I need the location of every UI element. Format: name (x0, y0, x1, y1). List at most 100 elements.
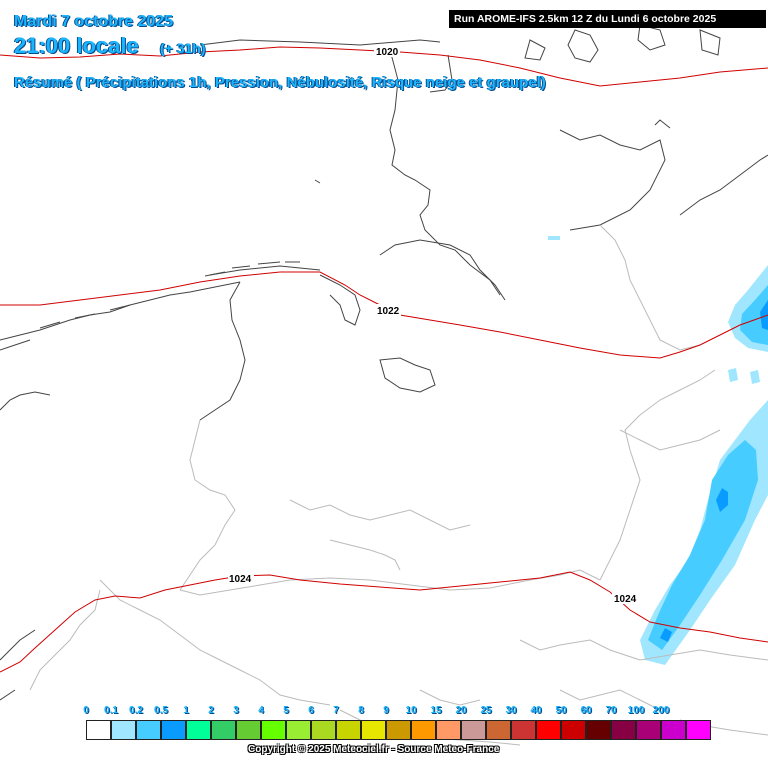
legend-label: 10 (405, 705, 417, 716)
legend-label: 3 (233, 705, 239, 716)
precip-area-spot (548, 236, 560, 240)
legend-label: 9 (383, 705, 389, 716)
precip-area-spot3 (750, 370, 760, 384)
legend-label: 30 (505, 705, 517, 716)
coast-island-1 (567, 29, 599, 63)
coast-west-low (0, 391, 51, 701)
legend-swatch (661, 720, 686, 740)
legend-label: 6 (308, 705, 314, 716)
isobar-labels: 1020 1022 1024 1024 (228, 45, 638, 605)
isobar-label-1020: 1020 (376, 47, 399, 58)
legend-swatches (86, 720, 711, 740)
legend-swatch (486, 720, 511, 740)
coast-west (0, 281, 241, 341)
legend-swatch (686, 720, 711, 740)
coast-jutland-east (389, 49, 501, 296)
precip-area-southeast-core2 (660, 628, 672, 642)
legend-swatch (586, 720, 611, 740)
legend-swatch (261, 720, 286, 740)
legend-label: 1 (183, 705, 189, 716)
legend-label: 7 (333, 705, 339, 716)
coast-elbe (319, 274, 361, 326)
isobar-1024-east (609, 591, 768, 643)
legend-swatch (186, 720, 211, 740)
border-interior-1 (289, 499, 471, 531)
legend-label: 40 (530, 705, 542, 716)
legend-label: 0 (83, 705, 89, 716)
legend-label: 15 (430, 705, 442, 716)
legend-swatch (511, 720, 536, 740)
legend-label: 8 (358, 705, 364, 716)
border-east (599, 369, 716, 581)
forecast-date: Mardi 7 octobre 2025 (14, 13, 174, 30)
legend-swatch (161, 720, 186, 740)
legend-label: 100 (627, 705, 645, 716)
legend-swatch (136, 720, 161, 740)
legend-label: 60 (580, 705, 592, 716)
isobar-label-1024-west: 1024 (229, 574, 252, 585)
precip-area-east-mid (740, 285, 768, 345)
border-swiss (99, 579, 331, 706)
border-poland (599, 224, 701, 351)
legend-swatch (211, 720, 236, 740)
isobar-1024 (0, 571, 611, 673)
legend-label: 25 (480, 705, 492, 716)
legend-swatch (286, 720, 311, 740)
run-info-banner: Run AROME-IFS 2.5km 12 Z du Lundi 6 octo… (449, 10, 766, 28)
legend-swatch (111, 720, 136, 740)
legend-swatch (411, 720, 436, 740)
legend-swatch (561, 720, 586, 740)
copyright-notice: Copyright © 2025 Meteociel.fr - Source M… (248, 744, 500, 755)
coast-northeast (679, 154, 768, 216)
legend-label: 5 (283, 705, 289, 716)
legend-swatch (336, 720, 361, 740)
precipitation-layer (548, 236, 768, 665)
precip-area-southeast-core (716, 488, 728, 512)
legend-swatch (636, 720, 661, 740)
legend-label: 70 (605, 705, 617, 716)
coast-ems (199, 281, 246, 421)
legend-swatch (236, 720, 261, 740)
legend-label: 200 (652, 705, 670, 716)
legend-label: 0.2 (129, 705, 143, 716)
coast-lake (379, 357, 436, 393)
forecast-time: 21:00 locale (14, 33, 139, 58)
precip-area-east-core (760, 300, 768, 330)
border-germany-south (179, 569, 601, 596)
coastlines (0, 24, 768, 701)
legend-label: 0.5 (154, 705, 168, 716)
legend-label: 50 (555, 705, 567, 716)
borders (29, 224, 768, 746)
border-austria (519, 639, 768, 661)
precip-area-southeast-mid (648, 440, 758, 650)
map-summary-title: Résumé ( Précipitations 1h, Pression, Né… (14, 74, 546, 91)
border-czech (619, 429, 721, 451)
legend-label: 20 (455, 705, 467, 716)
coast-baltic (379, 239, 506, 301)
legend-labels: 0 0.1 0.2 0.5 1 2 3 4 5 6 7 8 9 10 15 20 25 30 40 50 60 70 100… (83, 705, 726, 719)
border-belgium (29, 589, 101, 691)
border-germany-west (179, 419, 236, 591)
coast-island-2 (637, 24, 666, 51)
coast-wadden (0, 265, 321, 351)
legend-swatch (311, 720, 336, 740)
coast-baltic-east (559, 119, 671, 231)
precip-area-spot2 (728, 368, 738, 382)
legend-swatch (361, 720, 386, 740)
legend-swatch (611, 720, 636, 740)
coast-island-3 (699, 29, 721, 56)
forecast-offset: (+ 31h) (160, 40, 206, 56)
isobar-label-1024-east: 1024 (614, 594, 637, 605)
legend-swatch (436, 720, 461, 740)
legend-swatch (461, 720, 486, 740)
coast-islands-small (204, 179, 321, 277)
border-interior-2 (329, 539, 401, 571)
legend-swatch (536, 720, 561, 740)
legend-swatch (86, 720, 111, 740)
legend-label: 4 (258, 705, 264, 716)
legend-label: 2 (208, 705, 214, 716)
legend-label: 0.1 (104, 705, 118, 716)
coast-north-frisian (199, 39, 546, 93)
legend-swatch (386, 720, 411, 740)
